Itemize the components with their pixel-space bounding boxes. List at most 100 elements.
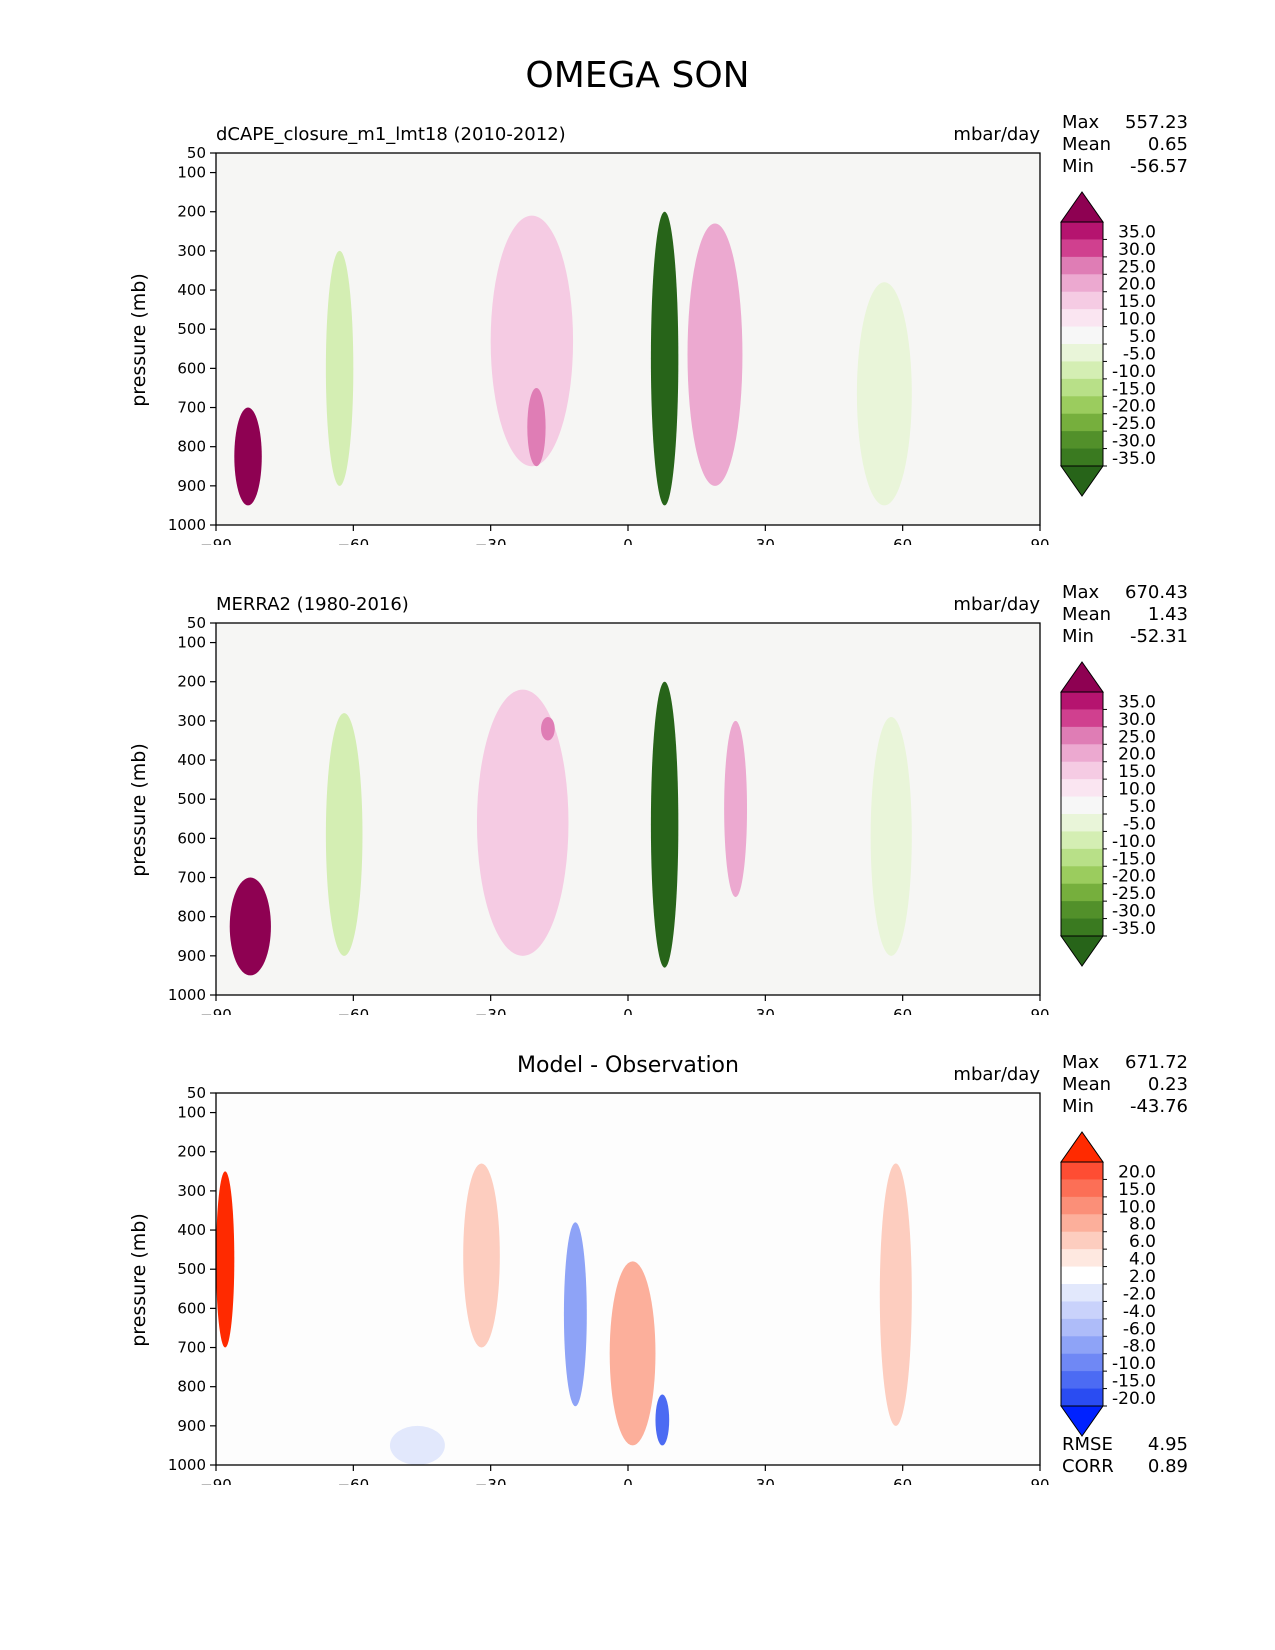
colorbar-tick-label: 2.0: [1129, 1267, 1156, 1287]
contour-region: [234, 407, 262, 506]
y-tick-label: 50: [187, 144, 206, 162]
stat-label: Mean: [1062, 134, 1111, 155]
colorbar-segment: [1061, 1318, 1103, 1337]
colorbar-segment: [1061, 1388, 1103, 1407]
colorbar-tick-label: -10.0: [1112, 832, 1156, 852]
colorbar-segment: [1061, 1301, 1103, 1320]
colorbar-tick-label: -15.0: [1112, 1372, 1156, 1392]
stat-value: -56.57: [1130, 156, 1188, 177]
y-tick-label: 50: [187, 1084, 206, 1102]
colorbar-segment: [1061, 1231, 1103, 1250]
y-tick-label: 700: [177, 1339, 206, 1357]
colorbar-segment: [1061, 814, 1103, 832]
colorbar-extend-min: [1060, 1405, 1104, 1437]
bottom-stats: RMSE 4.95 CORR 0.89: [1062, 1434, 1188, 1477]
stat-value: 0.89: [1148, 1456, 1188, 1477]
y-tick-label: 100: [177, 164, 206, 182]
colorbar-segment: [1061, 361, 1103, 380]
y-tick-label: 400: [177, 751, 206, 769]
axes: −90 −60 −30 0 30 60 90 50 100 200 300 400 500 600 700 8…: [168, 1084, 1050, 1485]
colorbar-segment: [1061, 1214, 1103, 1233]
y-tick-label: 200: [177, 1143, 206, 1161]
panel-difference: Model - Observation mbar/day pressure (m…: [128, 1052, 1188, 1485]
colorbar-segment: [1061, 326, 1103, 345]
stat-value: 1.43: [1148, 604, 1188, 625]
colorbar-segment: [1061, 866, 1103, 885]
colorbar-tick-label: 5.0: [1129, 797, 1156, 817]
colorbar: 35.030.025.020.015.010.05.0-5.0-10.0-15.…: [1060, 191, 1156, 497]
colorbar-extend-min: [1060, 935, 1104, 967]
colorbar-tick-label: 25.0: [1118, 257, 1156, 277]
contour-field: [216, 153, 1040, 525]
stat-label: Max: [1062, 582, 1100, 603]
contour-region: [563, 1222, 587, 1407]
panel-title-left: dCAPE_closure_m1_lmt18 (2010-2012): [216, 124, 566, 145]
contour-region: [490, 215, 574, 467]
colorbar-tick-label: -20.0: [1112, 1389, 1156, 1409]
y-tick-label: 200: [177, 203, 206, 221]
colorbar-segment: [1061, 1371, 1103, 1390]
y-tick-label: 100: [177, 634, 206, 652]
y-tick-label: 300: [177, 712, 206, 730]
contour-region: [879, 1163, 912, 1426]
colorbar-segment: [1061, 291, 1103, 310]
stats-box: Max 671.72 Mean 0.23 Min -43.76: [1062, 1052, 1188, 1117]
stat-value: 0.23: [1148, 1074, 1188, 1095]
y-tick-label: 900: [177, 1417, 206, 1435]
colorbar-tick-label: -15.0: [1112, 849, 1156, 869]
panel-model: dCAPE_closure_m1_lmt18 (2010-2012) mbar/…: [128, 112, 1188, 545]
stats-box: Max 670.43 Mean 1.43 Min -52.31: [1062, 582, 1188, 647]
colorbar-tick-label: 30.0: [1118, 240, 1156, 260]
colorbar-segment: [1061, 901, 1103, 920]
y-tick-label: 400: [177, 1221, 206, 1239]
y-tick-label: 400: [177, 281, 206, 299]
colorbar-tick-label: 35.0: [1118, 222, 1156, 242]
y-tick-label: 1000: [168, 1456, 206, 1474]
colorbar-segment: [1061, 378, 1103, 397]
x-tick-label: 0: [623, 536, 633, 545]
x-tick-label: −30: [475, 1006, 507, 1015]
y-tick-label: 800: [177, 908, 206, 926]
colorbar-tick-label: -4.0: [1123, 1302, 1156, 1322]
panel-title-center: Model - Observation: [517, 1053, 739, 1078]
contour-region: [527, 387, 546, 467]
stat-label: Min: [1062, 1096, 1094, 1117]
contour-region: [687, 223, 743, 486]
colorbar-segment: [1061, 1336, 1103, 1355]
y-tick-label: 1000: [168, 986, 206, 1004]
contour-field: [216, 1093, 1040, 1465]
colorbar-segment: [1061, 779, 1103, 798]
colorbar-segment: [1061, 761, 1103, 780]
colorbar-segment: [1061, 692, 1103, 710]
y-tick-label: 1000: [168, 516, 206, 534]
colorbar-segment: [1061, 274, 1103, 293]
contour-region: [229, 877, 271, 976]
colorbar-segment: [1061, 396, 1103, 415]
colorbar-segment: [1061, 1353, 1103, 1372]
y-tick-label: 900: [177, 947, 206, 965]
contour-region: [216, 1171, 235, 1348]
y-tick-label: 600: [177, 1299, 206, 1317]
stat-value: -43.76: [1130, 1096, 1188, 1117]
colorbar-tick-label: 20.0: [1118, 275, 1156, 295]
x-tick-label: 60: [893, 1006, 912, 1015]
y-axis-label: pressure (mb): [128, 273, 150, 407]
stat-label: Mean: [1062, 1074, 1111, 1095]
colorbar-tick-label: 20.0: [1118, 745, 1156, 765]
x-tick-label: 60: [893, 536, 912, 545]
x-tick-label: −30: [475, 1476, 507, 1485]
y-tick-label: 900: [177, 477, 206, 495]
y-tick-label: 600: [177, 829, 206, 847]
colorbar-tick-label: 10.0: [1118, 1197, 1156, 1217]
colorbar-tick-label: -5.0: [1123, 344, 1156, 364]
colorbar-segment: [1061, 883, 1103, 902]
colorbar-tick-label: 5.0: [1129, 327, 1156, 347]
contour-region: [325, 250, 354, 486]
x-tick-label: −60: [338, 1476, 370, 1485]
stat-label: Mean: [1062, 604, 1111, 625]
colorbar-tick-label: 8.0: [1129, 1215, 1156, 1235]
colorbar-segment: [1061, 744, 1103, 763]
contour-region: [856, 282, 912, 506]
stat-value: 4.95: [1148, 1434, 1188, 1455]
x-tick-label: 0: [623, 1006, 633, 1015]
